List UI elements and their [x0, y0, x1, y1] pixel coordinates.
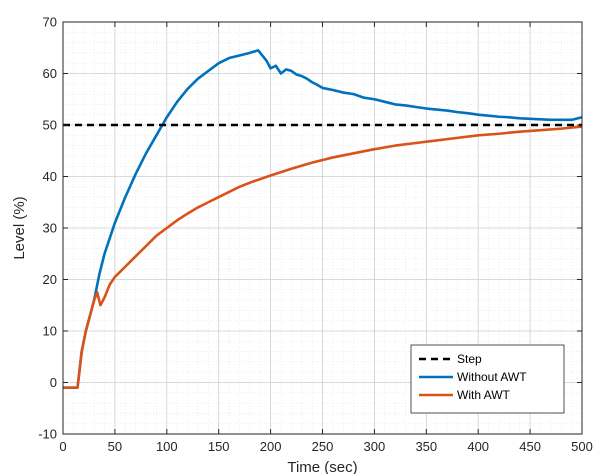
x-tick-label: 100 [156, 439, 178, 454]
x-tick-label: 500 [571, 439, 593, 454]
y-tick-label: 50 [43, 118, 57, 133]
series-layer [63, 49, 583, 389]
x-axis-label: Time (sec) [287, 459, 357, 474]
y-axis-label: Level (%) [11, 196, 28, 259]
y-tick-label: 40 [43, 169, 57, 184]
legend-label: With AWT [457, 388, 511, 402]
x-tick-label: 200 [260, 439, 282, 454]
x-tick-label: 50 [108, 439, 122, 454]
x-tick-label: 450 [519, 439, 541, 454]
y-tick-label: 60 [43, 66, 57, 81]
x-tick-label: 400 [467, 439, 489, 454]
series-line-with-awt [63, 125, 583, 389]
x-tick-label: 300 [364, 439, 386, 454]
legend-box [410, 344, 565, 414]
y-tick-label: 70 [43, 15, 57, 30]
series-line-without-awt [63, 49, 583, 389]
legend-label: Step [457, 352, 482, 366]
y-tick-label: -10 [38, 427, 57, 442]
x-tick-label: 0 [59, 439, 66, 454]
y-tick-label: 20 [43, 272, 57, 287]
x-tick-label: 150 [208, 439, 230, 454]
y-tick-label: 30 [43, 221, 57, 236]
x-tick-label: 250 [312, 439, 334, 454]
x-tick-label: 350 [415, 439, 437, 454]
legend-label: Without AWT [457, 370, 527, 384]
y-tick-label: 0 [50, 375, 57, 390]
y-tick-label: 10 [43, 324, 57, 339]
legend: Step Without AWT With AWT [410, 344, 565, 414]
ticks-layer: 0 50 100 150 200 250 300 350 400 450 500-100102030… [38, 15, 593, 455]
